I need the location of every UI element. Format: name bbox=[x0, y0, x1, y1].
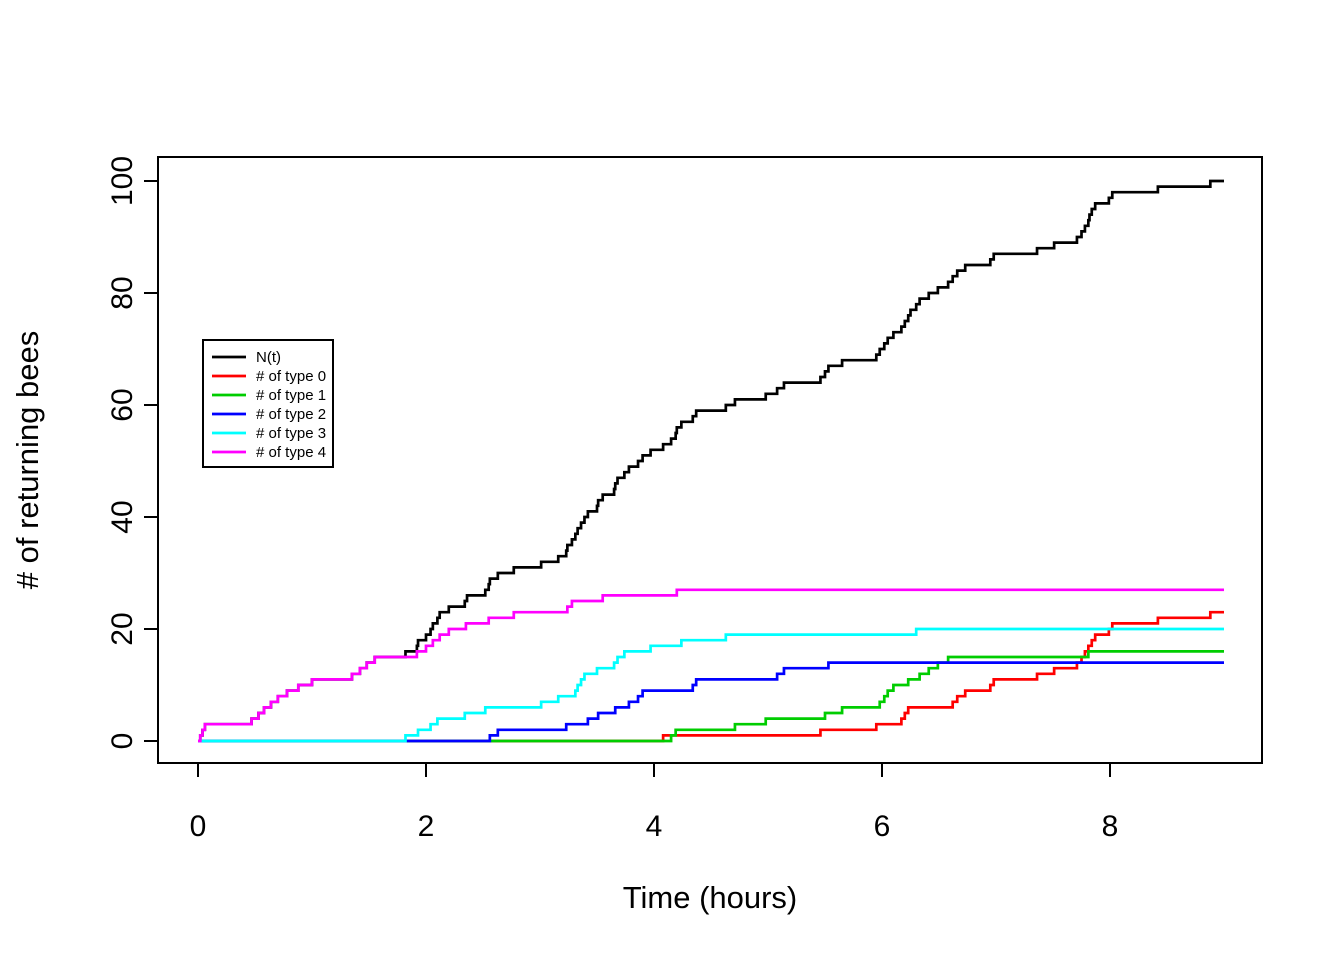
y-tick-label: 60 bbox=[106, 388, 139, 421]
y-tick-label: 40 bbox=[106, 500, 139, 533]
series-line-4 bbox=[198, 627, 1224, 743]
x-axis-title: Time (hours) bbox=[623, 880, 798, 915]
legend-box bbox=[202, 339, 334, 468]
legend-label-1: # of type 0 bbox=[256, 368, 326, 385]
legend-label-2: # of type 1 bbox=[256, 387, 326, 404]
x-tick-label: 4 bbox=[646, 810, 663, 843]
x-tick-label: 2 bbox=[418, 810, 435, 843]
x-tick-label: 0 bbox=[190, 810, 207, 843]
series-line-2 bbox=[198, 650, 1224, 743]
series-lines bbox=[198, 179, 1224, 743]
legend-label-4: # of type 3 bbox=[256, 425, 326, 442]
series-line-0 bbox=[198, 179, 1224, 743]
x-tick-label: 6 bbox=[874, 810, 891, 843]
y-tick-label: 0 bbox=[106, 733, 139, 750]
legend: N(t) # of type 0 # of type 1 # of type 2 # o… bbox=[202, 339, 334, 468]
legend-label-3: # of type 2 bbox=[256, 406, 326, 423]
y-tick-label: 80 bbox=[106, 276, 139, 309]
series-line-3 bbox=[198, 661, 1224, 743]
legend-label-5: # of type 4 bbox=[256, 444, 326, 461]
y-tick-label: 20 bbox=[106, 612, 139, 645]
x-tick-label: 8 bbox=[1102, 810, 1119, 843]
plot-box bbox=[157, 156, 1263, 764]
y-axis-title: # of returning bees bbox=[10, 331, 45, 590]
series-line-1 bbox=[198, 610, 1224, 743]
y-tick-label: 100 bbox=[106, 156, 139, 206]
legend-label-0: N(t) bbox=[256, 349, 281, 366]
series-line-5 bbox=[198, 588, 1224, 743]
